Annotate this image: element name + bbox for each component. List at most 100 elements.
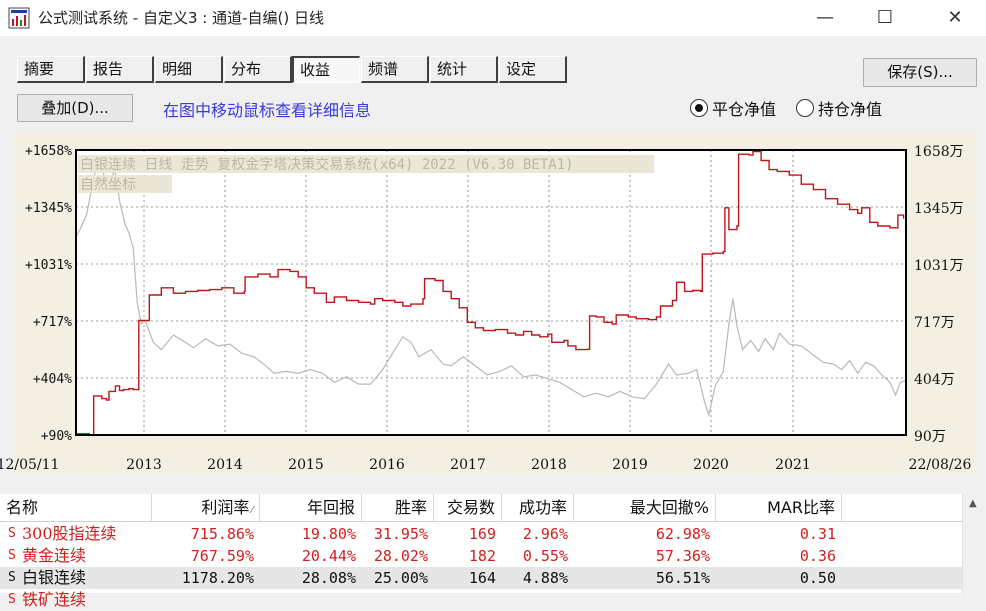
equity-chart[interactable]: +1658% 1658万 +1345% 1345万 +1031% 1031万 +717% 71… xyxy=(0,0,986,480)
caption-background xyxy=(78,175,172,193)
cell-mar: 0.50 xyxy=(799,569,836,587)
header-drawdown[interactable]: 最大回撤% xyxy=(574,494,716,522)
row-name: 300股指连续 xyxy=(22,524,117,543)
overlay-button[interactable]: 叠加(D)... xyxy=(17,94,133,122)
cell-trades xyxy=(434,589,496,611)
cell-profit: 767.59% xyxy=(190,547,254,565)
x-tick-label: 2018 xyxy=(531,457,567,473)
chart-scale-caption: 自然坐标 xyxy=(80,176,136,193)
x-tick-label: 2019 xyxy=(612,457,648,473)
x-tick-label: 2015 xyxy=(288,457,324,473)
header-winrate[interactable]: 胜率 xyxy=(362,494,434,522)
row-flag: S xyxy=(8,570,16,585)
cell-annual: 28.08% xyxy=(301,569,356,587)
cell-drawdown xyxy=(574,589,710,611)
tab-settings[interactable]: 设定 xyxy=(499,56,567,83)
x-tick-label: 22/08/26 xyxy=(909,457,972,473)
cell-profit: 1178.20% xyxy=(181,569,254,587)
tab-summary[interactable]: 摘要 xyxy=(17,56,85,83)
tab-report[interactable]: 报告 xyxy=(86,56,154,83)
minimize-button[interactable]: — xyxy=(816,7,834,28)
x-tick-label: 2014 xyxy=(207,457,243,473)
cell-mar: 0.31 xyxy=(799,525,836,543)
cell-mar xyxy=(716,589,836,611)
cell-annual: 20.44% xyxy=(301,547,356,565)
header-mar[interactable]: MAR比率 xyxy=(716,494,842,522)
window-title: 公式测试系统 - 自定义3 : 通道-自编() 日线 xyxy=(38,9,324,27)
header-trades[interactable]: 交易数 xyxy=(434,494,502,522)
title-bar: 公式测试系统 - 自定义3 : 通道-自编() 日线 — ☐ ✕ xyxy=(0,0,986,36)
sort-indicator-icon: ⁄ xyxy=(251,505,253,516)
tab-distribution[interactable]: 分布 xyxy=(224,56,292,83)
cell-success xyxy=(502,589,568,611)
cell-annual: 19.80% xyxy=(301,525,356,543)
radio-hold-equity[interactable]: 持仓净值 xyxy=(796,97,882,119)
table-header: 名称 利润率 ⁄ 年回报 胜率 交易数 成功率 最大回撤% MAR比率 xyxy=(0,494,962,522)
header-name[interactable]: 名称 xyxy=(0,494,152,522)
y-right-tick-label: 1345万 xyxy=(914,201,964,217)
cell-drawdown: 57.36% xyxy=(655,547,710,565)
radio-close-equity[interactable]: 平仓净值 xyxy=(690,97,776,119)
cell-winrate xyxy=(362,589,428,611)
cell-winrate: 28.02% xyxy=(373,547,428,565)
cell-success: 0.55% xyxy=(522,547,568,565)
cell-trades: 169 xyxy=(468,525,496,543)
y-right-tick-label: 717万 xyxy=(914,315,955,331)
chart-caption: 白银连续 日线 走势 复权金字塔决策交易系统(x64) 2022 (V6.30 … xyxy=(80,156,574,173)
plot-border xyxy=(75,149,907,436)
x-tick-label: 2021 xyxy=(775,457,811,473)
cell-winrate: 25.00% xyxy=(373,569,428,587)
table-row[interactable]: S 白银连续 1178.20% 28.08% 25.00% 164 4.88% 56.51% 0… xyxy=(0,567,962,589)
close-button[interactable]: ✕ xyxy=(947,7,963,28)
header-annual[interactable]: 年回报 xyxy=(260,494,362,522)
row-flag: S xyxy=(8,526,16,541)
price-series-line xyxy=(75,154,907,418)
radio-checked-icon xyxy=(690,99,708,117)
row-name: 铁矿连续 xyxy=(22,590,87,609)
hint-text: 在图中移动鼠标查看详细信息 xyxy=(163,101,372,120)
row-flag: S xyxy=(8,592,16,607)
cell-annual xyxy=(260,589,356,611)
equity-series-line xyxy=(76,150,905,436)
save-button[interactable]: 保存(S)... xyxy=(863,58,977,87)
tab-statistics[interactable]: 统计 xyxy=(430,56,498,83)
app-icon xyxy=(8,7,30,29)
radio-label: 持仓净值 xyxy=(818,100,883,119)
cell-profit: 715.86% xyxy=(190,525,254,543)
table-row[interactable]: S 铁矿连续 xyxy=(0,589,962,611)
radio-label: 平仓净值 xyxy=(712,100,777,119)
tab-returns[interactable]: 收益 xyxy=(292,56,360,83)
cell-drawdown: 62.98% xyxy=(655,525,710,543)
y-left-tick-label: +1031% xyxy=(25,258,72,273)
row-name: 黄金连续 xyxy=(22,546,87,565)
tab-details[interactable]: 明细 xyxy=(155,56,223,83)
cell-trades: 164 xyxy=(468,569,496,587)
table-row[interactable]: S 黄金连续 767.59% 20.44% 28.02% 182 0.55% 57.36% 0.… xyxy=(0,545,962,567)
tab-spectrum[interactable]: 频谱 xyxy=(361,56,429,83)
y-left-tick-label: +404% xyxy=(33,372,72,387)
cell-winrate: 31.95% xyxy=(373,525,428,543)
y-left-tick-label: +1345% xyxy=(25,201,72,216)
cell-success: 4.88% xyxy=(522,569,568,587)
table-row[interactable]: S 300股指连续 715.86% 19.80% 31.95% 169 2.96% 62.98… xyxy=(0,523,962,545)
plot-area xyxy=(76,150,906,435)
cell-drawdown: 56.51% xyxy=(655,569,710,587)
x-tick-label: 2020 xyxy=(693,457,729,473)
y-right-tick-label: 404万 xyxy=(914,372,955,388)
y-right-tick-label: 90万 xyxy=(914,429,946,445)
header-profit-label: 利润率 xyxy=(201,498,250,517)
table-scrollbar[interactable]: ▲ xyxy=(962,494,986,593)
header-success[interactable]: 成功率 xyxy=(502,494,574,522)
scroll-up-icon[interactable]: ▲ xyxy=(969,498,977,509)
cell-trades: 182 xyxy=(468,547,496,565)
cell-success: 2.96% xyxy=(522,525,568,543)
header-profit[interactable]: 利润率 ⁄ xyxy=(152,494,260,522)
x-tick-label: 2013 xyxy=(126,457,162,473)
cell-profit xyxy=(152,589,254,611)
maximize-button[interactable]: ☐ xyxy=(876,7,894,28)
x-tick-label: 2017 xyxy=(450,457,486,473)
y-left-tick-label: +1658% xyxy=(25,144,72,159)
results-table: 名称 利润率 ⁄ 年回报 胜率 交易数 成功率 最大回撤% MAR比率 S 300股… xyxy=(0,494,962,609)
caption-background xyxy=(78,155,654,173)
row-name: 白银连续 xyxy=(22,568,87,587)
